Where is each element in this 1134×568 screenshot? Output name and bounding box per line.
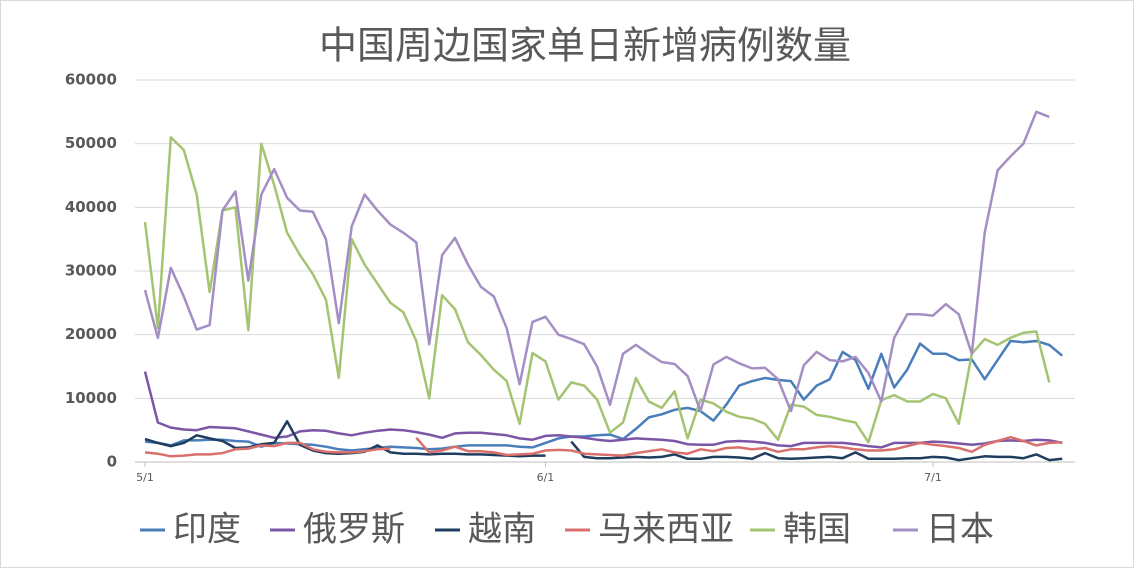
legend-label: 日本	[926, 510, 994, 550]
legend-label: 越南	[468, 510, 536, 550]
series-line	[143, 371, 1063, 449]
chart-title: 中国周边国家单日新增病例数量	[319, 24, 851, 68]
y-tick-label: 20000	[65, 325, 117, 343]
legend-label: 印度	[173, 510, 241, 550]
y-tick-label: 30000	[65, 262, 117, 280]
y-tick-label: 10000	[65, 389, 117, 407]
y-tick-label: 0	[107, 453, 117, 471]
x-tick-label: 5/1	[136, 471, 154, 484]
legend-label: 韩国	[783, 510, 851, 550]
x-tick-label: 6/1	[537, 471, 555, 484]
series-line	[143, 110, 1050, 413]
y-tick-label: 60000	[65, 71, 117, 89]
series-line	[143, 136, 1051, 444]
y-tick-label: 40000	[65, 198, 117, 216]
legend-label: 俄罗斯	[303, 510, 405, 550]
y-tick-label: 50000	[65, 134, 117, 152]
legend-label: 马来西亚	[598, 510, 734, 550]
x-tick-label: 7/1	[924, 471, 942, 484]
series-line	[144, 435, 1063, 458]
